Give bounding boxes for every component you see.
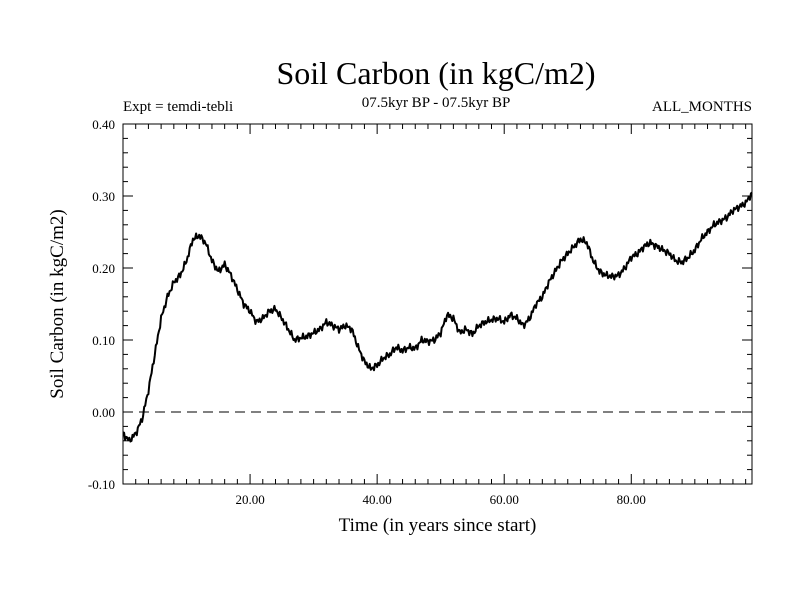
x-tick-label: 40.00 [363,492,392,507]
series-line-soil-carbon [122,191,753,443]
experiment-label: Expt = temdi-tebli [123,99,233,115]
x-tick-labels: 20.00 40.00 60.00 80.00 [235,492,645,507]
x-tick-label: 80.00 [617,492,646,507]
y-tick-label: 0.00 [92,405,115,420]
y-tick-label: 0.20 [92,261,115,276]
x-tick-label: 20.00 [235,492,264,507]
y-tick-label: -0.10 [88,477,115,492]
axis-ticks [123,123,752,485]
x-axis-label: Time (in years since start) [339,515,537,536]
y-axis-label: Soil Carbon (in kgC/m2) [47,209,68,398]
y-tick-label: 0.30 [92,189,115,204]
y-tick-label: 0.40 [92,117,115,132]
months-label: ALL_MONTHS [652,99,752,115]
x-tick-label: 60.00 [490,492,519,507]
plot-frame [122,123,753,485]
chart-title: Soil Carbon (in kgC/m2) [276,55,595,91]
y-tick-labels: -0.10 0.00 0.10 0.20 0.30 0.40 [88,117,115,492]
y-tick-label: 0.10 [92,333,115,348]
chart-subtitle: 07.5kyr BP - 07.5kyr BP [362,95,511,111]
